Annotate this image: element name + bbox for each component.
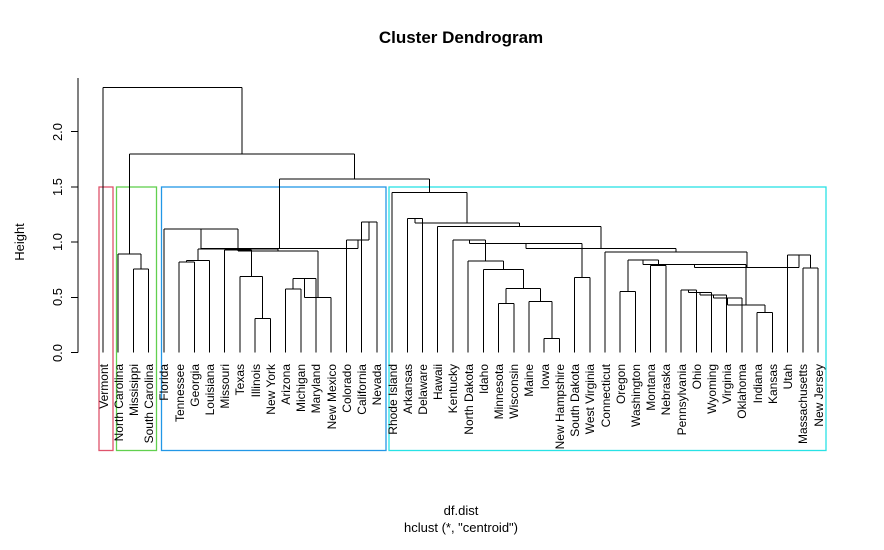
leaf-label: Colorado	[339, 364, 354, 413]
leaf-label: Maryland	[309, 364, 324, 414]
leaf-label: South Dakota	[568, 364, 583, 437]
dendrogram-lines	[102, 87, 819, 353]
leaf-label: Indiana	[750, 364, 765, 404]
leaf-label: Vermont	[96, 364, 111, 409]
leaf-label: Arkansas	[400, 364, 415, 415]
leaf-label: Connecticut	[598, 364, 613, 428]
chart-title: Cluster Dendrogram	[378, 28, 544, 47]
leaf-label: Maine	[522, 364, 537, 397]
cluster-box	[160, 186, 387, 452]
leaf-label: Florida	[157, 364, 172, 401]
leaf-label: New York	[263, 364, 278, 415]
leaf-label: New Jersey	[811, 364, 826, 427]
cluster-boxes	[98, 186, 827, 452]
leaf-label: Illinois	[248, 364, 263, 398]
leaf-label: Missouri	[218, 364, 233, 409]
leaf-label: Wyoming	[705, 364, 720, 414]
leaf-label: Nevada	[370, 364, 385, 406]
y-axis-label: Height	[12, 223, 27, 261]
leaf-label: Oregon	[613, 364, 628, 405]
leaf-label: South Carolina	[142, 364, 157, 444]
leaf-label: Massachusetts	[796, 364, 811, 445]
leaf-label: Arizona	[279, 364, 294, 405]
y-axis	[71, 78, 79, 354]
leaf-label: Iowa	[537, 364, 552, 390]
leaf-label: West Virginia	[583, 364, 598, 435]
cluster-box	[388, 186, 827, 452]
cluster-box	[115, 186, 158, 452]
leaf-label: North Carolina	[111, 364, 126, 442]
leaf-label: New Mexico	[324, 364, 339, 430]
leaf-label: California	[355, 364, 370, 415]
leaf-label: Kentucky	[446, 364, 461, 414]
leaf-label: Pennsylvania	[674, 364, 689, 436]
leaf-label: Hawaii	[431, 364, 446, 401]
leaf-label: Texas	[233, 364, 248, 396]
leaf-label: Ohio	[689, 364, 704, 390]
leaf-label: Virginia	[720, 364, 735, 404]
leaf-label: North Dakota	[461, 364, 476, 435]
leaf-label: Utah	[781, 364, 796, 390]
leaf-label: Nebraska	[659, 364, 674, 416]
leaf-label: Minnesota	[492, 364, 507, 420]
leaf-label: Georgia	[187, 364, 202, 407]
leaf-label: Wisconsin	[507, 364, 522, 419]
caption-xlab: df.dist	[443, 503, 479, 518]
leaf-label: Rhode Island	[385, 364, 400, 435]
leaf-label: Kansas	[765, 364, 780, 405]
leaf-label: Missisippi	[126, 364, 141, 417]
leaf-label: Montana	[644, 364, 659, 411]
leaf-label: Louisiana	[202, 364, 217, 416]
leaf-label: New Hampshire	[552, 364, 567, 450]
y-axis-tick: 1.0	[50, 233, 65, 252]
leaf-label: Delaware	[415, 364, 430, 415]
leaf-label: Michigan	[294, 364, 309, 413]
y-axis-tick: 1.5	[50, 177, 65, 196]
leaf-label: Tennessee	[172, 364, 187, 423]
y-axis-tick: 0.5	[50, 288, 65, 307]
leaf-label: Washington	[628, 364, 643, 427]
caption-method: hclust (*, "centroid")	[404, 520, 518, 535]
cluster-box	[98, 186, 114, 452]
y-axis-tick: 0.0	[50, 343, 65, 362]
leaf-label: Oklahoma	[735, 364, 750, 419]
leaf-label: Idaho	[476, 364, 491, 395]
y-axis-tick: 2.0	[50, 122, 65, 141]
